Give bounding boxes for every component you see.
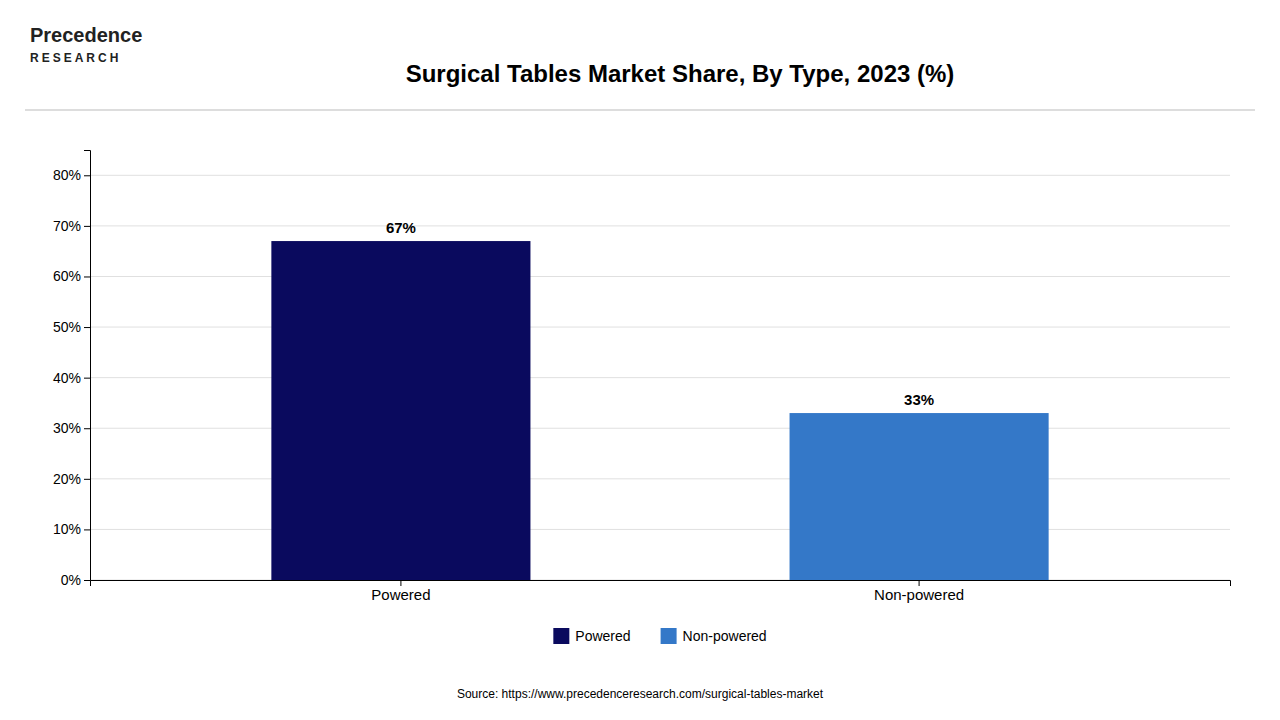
x-axis-line xyxy=(91,581,1231,587)
y-tick-label: 30% xyxy=(53,420,81,436)
chart-container: Precedence RESEARCH Surgical Tables Market… xyxy=(0,0,1280,720)
source-text: Source: https://www.precedenceresearch.c… xyxy=(457,687,824,701)
y-tick: 60% xyxy=(53,268,90,284)
data-labels: 67% 33% xyxy=(386,219,934,408)
y-tick-label: 10% xyxy=(53,521,81,537)
grid-line xyxy=(90,529,1230,530)
bar xyxy=(271,241,530,580)
grid-line xyxy=(90,478,1230,479)
y-tick-mark xyxy=(84,479,90,480)
grid-line xyxy=(90,276,1230,277)
data-label: 67% xyxy=(386,219,416,236)
y-tick-mark xyxy=(84,378,90,379)
y-tick-mark xyxy=(84,276,90,277)
y-tick: 30% xyxy=(53,420,90,436)
y-tick-label: 70% xyxy=(53,218,81,234)
chart-svg: Precedence RESEARCH Surgical Tables Market… xyxy=(0,0,1280,720)
x-tick: Powered xyxy=(371,580,430,603)
y-tick: 50% xyxy=(53,319,90,335)
y-tick-mark xyxy=(84,327,90,328)
legend-label: Non-powered xyxy=(683,628,767,644)
x-tick: Non-powered xyxy=(874,580,964,603)
y-tick: 80% xyxy=(53,167,90,183)
y-axis: 0% 10% 20% 30% 40% 50% 60% 70% 80% xyxy=(53,151,91,588)
legend-item: Powered xyxy=(553,628,630,644)
grid-line xyxy=(90,327,1230,328)
legend-swatch xyxy=(661,628,677,644)
y-tick-label: 50% xyxy=(53,319,81,335)
y-tick-mark xyxy=(84,226,90,227)
y-tick-label: 0% xyxy=(61,572,81,588)
x-tick-label: Powered xyxy=(371,586,430,603)
y-tick-mark xyxy=(84,529,90,530)
chart-title: Surgical Tables Market Share, By Type, 2… xyxy=(406,60,955,87)
grid-line xyxy=(90,225,1230,226)
y-tick: 40% xyxy=(53,370,90,386)
y-tick-label: 20% xyxy=(53,471,81,487)
grid-line xyxy=(90,377,1230,378)
grid-line xyxy=(90,428,1230,429)
header-divider xyxy=(25,110,1255,111)
y-tick-mark xyxy=(84,175,90,176)
y-tick: 20% xyxy=(53,471,90,487)
legend: Powered Non-powered xyxy=(553,628,766,644)
y-tick-label: 40% xyxy=(53,370,81,386)
y-tick-label: 80% xyxy=(53,167,81,183)
logo-subtext: RESEARCH xyxy=(30,51,121,65)
bar xyxy=(790,413,1049,580)
y-tick-mark xyxy=(84,580,90,581)
grid-line xyxy=(90,175,1230,176)
y-tick: 0% xyxy=(61,572,90,588)
logo-text: Precedence xyxy=(30,24,142,46)
y-tick: 70% xyxy=(53,218,90,234)
bars xyxy=(271,241,1048,580)
grid xyxy=(90,175,1230,580)
y-tick: 10% xyxy=(53,521,90,537)
y-axis-line xyxy=(84,151,91,581)
y-tick-label: 60% xyxy=(53,268,81,284)
legend-swatch xyxy=(553,628,569,644)
y-tick-mark xyxy=(84,428,90,429)
x-tick-label: Non-powered xyxy=(874,586,964,603)
data-label: 33% xyxy=(904,391,934,408)
x-axis: Powered Non-powered xyxy=(91,580,1231,603)
legend-item: Non-powered xyxy=(661,628,767,644)
legend-label: Powered xyxy=(575,628,630,644)
